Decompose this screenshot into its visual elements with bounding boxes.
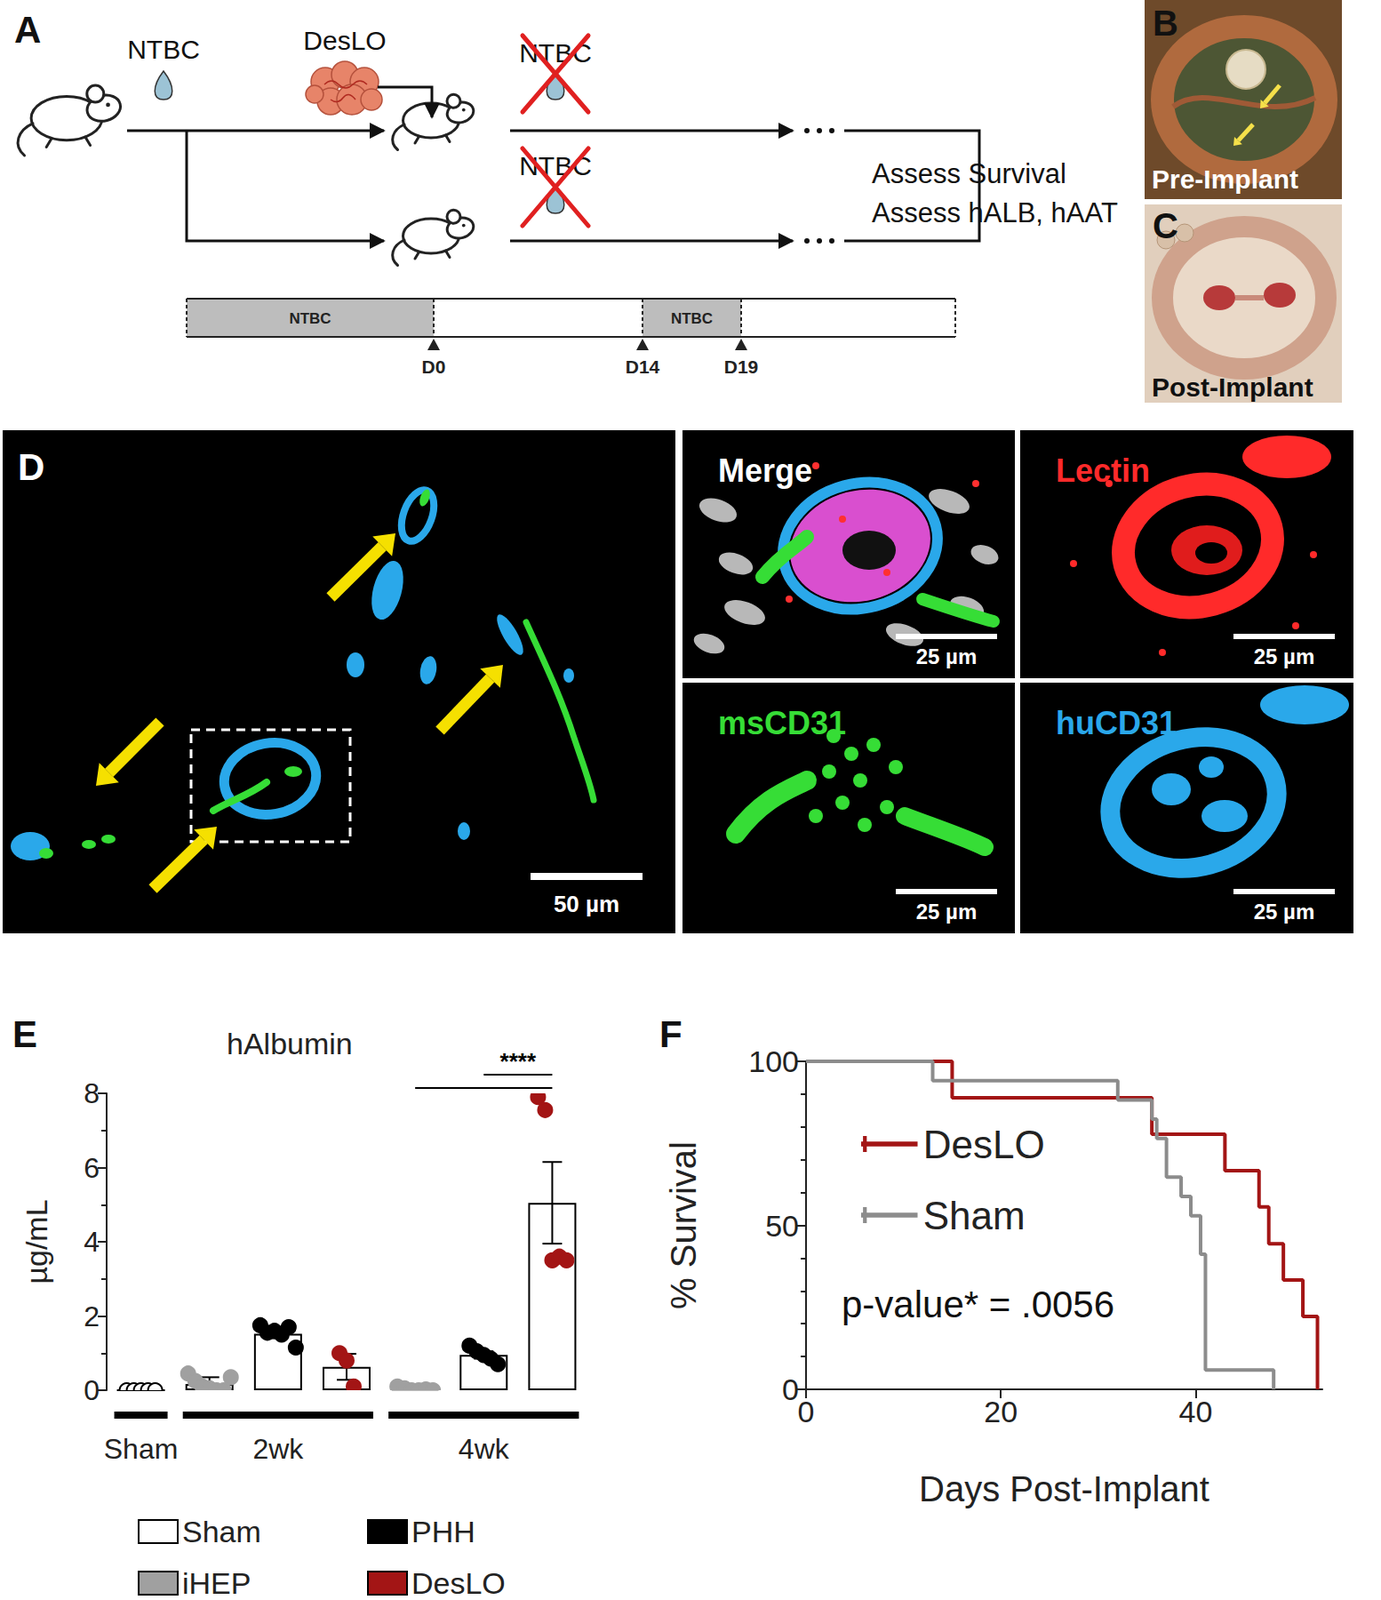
svg-text:2wk: 2wk (252, 1432, 304, 1465)
svg-text:Assess Survival: Assess Survival (871, 158, 1067, 190)
svg-text:25 µm: 25 µm (1253, 644, 1316, 669)
html-text:E: E (12, 1013, 38, 1055)
svg-text:NTBC: NTBC (288, 310, 331, 328)
svg-text:25 µm: 25 µm (916, 644, 978, 669)
svg-text:4wk: 4wk (458, 1432, 511, 1465)
svg-text:µg/mL: µg/mL (19, 1198, 54, 1284)
svg-text:0: 0 (798, 1394, 815, 1429)
svg-text:hAlbumin: hAlbumin (226, 1026, 353, 1061)
svg-text:msCD31: msCD31 (718, 704, 847, 742)
svg-text:DesLO: DesLO (411, 1565, 506, 1600)
svg-text:DesLO: DesLO (923, 1122, 1046, 1166)
svg-text:p-value* = .0056: p-value* = .0056 (841, 1283, 1115, 1326)
svg-text:DesLO: DesLO (303, 25, 386, 56)
svg-text:25 µm: 25 µm (916, 899, 978, 924)
svg-text:iHEP: iHEP (182, 1565, 251, 1600)
svg-text:Lectin: Lectin (1055, 452, 1150, 489)
svg-text:NTBC: NTBC (670, 310, 713, 328)
svg-text:40: 40 (1179, 1394, 1214, 1429)
svg-text:Sham: Sham (182, 1514, 262, 1549)
svg-text:8: 8 (83, 1077, 100, 1110)
svg-text:D19: D19 (724, 356, 759, 377)
svg-text:4: 4 (83, 1225, 100, 1258)
svg-text:0: 0 (83, 1373, 100, 1406)
svg-text:100: 100 (748, 1044, 799, 1078)
svg-text:0: 0 (782, 1372, 799, 1406)
svg-text:A: A (14, 8, 41, 51)
svg-text:B: B (1152, 3, 1179, 43)
svg-text:D: D (17, 446, 45, 488)
svg-text:% Survival: % Survival (663, 1141, 703, 1310)
svg-text:Pre-Implant: Pre-Implant (1151, 164, 1299, 194)
svg-text:2: 2 (83, 1300, 100, 1333)
svg-text:Assess hALB, hAAT: Assess hALB, hAAT (871, 197, 1118, 229)
svg-text:50: 50 (765, 1208, 799, 1243)
svg-text:****: **** (500, 1047, 537, 1075)
svg-text:NTBC: NTBC (519, 151, 592, 181)
svg-text:NTBC: NTBC (127, 34, 200, 64)
svg-text:PHH: PHH (411, 1514, 476, 1549)
svg-text:20: 20 (983, 1394, 1018, 1429)
svg-text:50 µm: 50 µm (553, 890, 620, 918)
svg-text:Days Post-Implant: Days Post-Implant (918, 1468, 1210, 1509)
svg-text:25 µm: 25 µm (1253, 899, 1316, 924)
svg-text:Merge: Merge (718, 452, 813, 489)
svg-text:huCD31: huCD31 (1055, 704, 1177, 742)
svg-text:D14: D14 (625, 356, 661, 377)
svg-text:D0: D0 (422, 356, 447, 377)
svg-text:C: C (1152, 206, 1179, 246)
svg-text:Post-Implant: Post-Implant (1151, 372, 1314, 402)
html-text:F: F (659, 1013, 683, 1055)
svg-text:6: 6 (83, 1151, 100, 1184)
svg-text:Sham: Sham (103, 1432, 179, 1465)
svg-text:Sham: Sham (923, 1193, 1026, 1238)
svg-text:NTBC: NTBC (519, 38, 592, 68)
